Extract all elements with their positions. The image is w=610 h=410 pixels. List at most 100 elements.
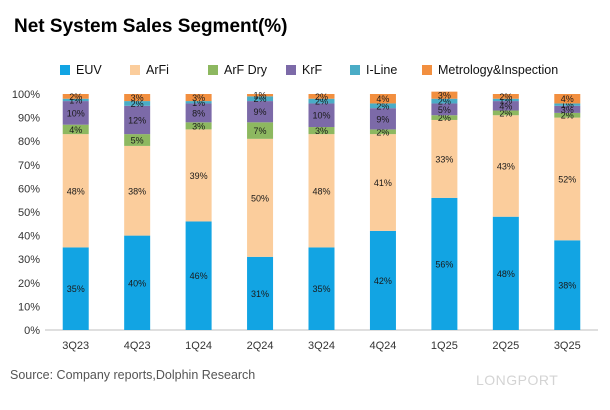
data-label-i-line: 2% [131,99,144,109]
data-label-metrology-inspection: 4% [561,94,574,104]
data-label-arf-dry: 5% [131,136,144,146]
bar-arfi [492,115,519,217]
x-tick-label: 1Q24 [185,340,212,352]
x-tick-label: 3Q25 [554,340,581,352]
data-label-arf-dry: 2% [499,108,512,118]
bar-arf-dry [369,129,396,135]
bar-euv [62,247,89,330]
data-label-arf-dry: 3% [315,126,328,136]
bar-euv [431,197,458,330]
bar-euv [492,216,519,330]
data-label-krf: 8% [192,108,205,118]
bar-krf [62,101,89,125]
legend-item-metrology: Metrology&Inspection [422,60,558,80]
bar-krf [431,103,458,116]
data-label-metrology-inspection: 1% [254,91,267,101]
bar-arfi [62,134,89,248]
data-label-krf: 3% [561,105,574,115]
legend-label-i-line: I-Line [366,63,398,77]
bar-metrology-inspection [492,94,519,99]
data-label-krf: 9% [254,107,267,117]
chart-title: Net System Sales Segment(%) [14,16,288,37]
bar-arf-dry [124,134,151,146]
legend-item-arfi: ArFi [130,60,169,80]
data-label-arfi: 33% [435,154,453,164]
data-label-krf: 9% [376,114,389,124]
bar-euv [247,256,274,330]
bar-arfi [431,119,458,198]
data-label-euv: 31% [251,289,269,299]
legend-item-i-line: I-Line [350,60,397,80]
bar-i-line [62,98,89,102]
data-label-metrology-inspection: 2% [499,92,512,102]
bar-i-line [369,103,396,109]
data-label-krf: 5% [438,105,451,115]
data-label-krf: 10% [67,108,85,118]
bar-arfi [554,117,581,241]
data-label-arfi: 38% [128,186,146,196]
data-label-i-line: 1% [69,95,82,105]
x-tick-label: 2Q25 [492,340,519,352]
data-label-arfi: 41% [374,178,392,188]
data-label-arf-dry: 4% [69,125,82,135]
data-label-krf: 12% [128,115,146,125]
y-tick-label: 90% [18,113,40,125]
legend-item-euv: EUV [60,60,102,80]
bar-i-line [185,101,212,104]
bar-i-line [247,96,274,102]
bar-i-line [308,98,335,104]
legend-label-arfi: ArFi [146,63,169,77]
legend-label-krf: KrF [302,63,323,77]
bar-arfi [369,134,396,231]
bar-i-line [492,98,519,102]
data-label-i-line: 1% [561,100,574,110]
data-label-arf-dry: 7% [254,126,267,136]
data-label-euv: 46% [190,271,208,281]
data-label-arf-dry: 2% [376,127,389,137]
bar-metrology-inspection [369,94,396,104]
data-label-euv: 35% [67,284,85,294]
bar-metrology-inspection [554,94,581,104]
data-label-i-line: 2% [315,97,328,107]
bar-arfi [185,129,212,222]
data-label-i-line: 2% [376,101,389,111]
bar-krf [247,101,274,123]
bar-arfi [124,145,151,236]
legend-label-euv: EUV [76,63,102,77]
data-label-euv: 40% [128,278,146,288]
legend: EUV ArFi ArF Dry KrF I-Line Metrology&In… [60,60,600,80]
data-label-metrology-inspection: 4% [376,94,389,104]
data-label-i-line: 1% [499,95,512,105]
bar-arf-dry [492,110,519,116]
data-label-euv: 56% [435,259,453,269]
data-label-euv: 42% [374,276,392,286]
legend-swatch-i-line [350,65,360,75]
bar-metrology-inspection [431,91,458,99]
bar-arf-dry [308,127,335,135]
y-tick-label: 100% [12,89,40,101]
legend-item-krf: KrF [286,60,322,80]
bar-arf-dry [185,122,212,130]
bar-euv [369,230,396,330]
y-tick-label: 70% [18,160,40,172]
bar-krf [554,105,581,113]
bar-metrology-inspection [247,94,274,97]
y-tick-label: 30% [18,254,40,266]
data-label-euv: 38% [558,281,576,291]
data-label-metrology-inspection: 2% [315,92,328,102]
bar-euv [554,240,581,330]
data-label-i-line: 2% [438,97,451,107]
bar-euv [185,221,212,330]
legend-swatch-arfi [130,65,140,75]
x-tick-label: 3Q24 [308,340,335,352]
y-tick-label: 10% [18,301,40,313]
data-label-arfi: 39% [190,171,208,181]
y-tick-label: 20% [18,278,40,290]
data-label-arfi: 48% [312,186,330,196]
bar-metrology-inspection [124,94,151,102]
data-label-metrology-inspection: 3% [438,91,451,101]
data-label-arfi: 43% [497,161,515,171]
data-label-arf-dry: 2% [438,113,451,123]
data-label-arfi: 50% [251,193,269,203]
x-tick-label: 4Q23 [124,340,151,352]
